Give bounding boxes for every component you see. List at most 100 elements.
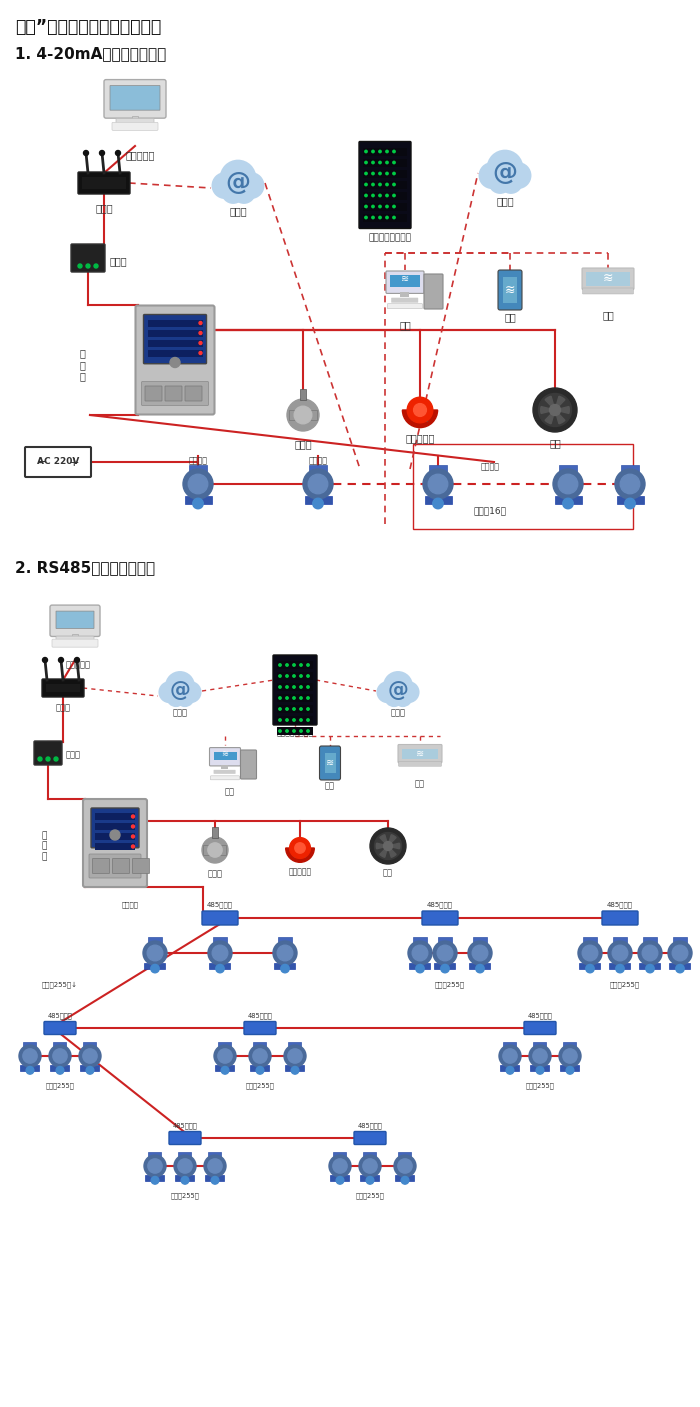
Circle shape (307, 719, 309, 722)
Bar (363, 214, 407, 221)
Circle shape (329, 1155, 351, 1178)
FancyBboxPatch shape (386, 272, 424, 294)
Wedge shape (555, 409, 565, 424)
FancyBboxPatch shape (78, 172, 130, 194)
Circle shape (293, 664, 295, 666)
Bar (253, 1041, 267, 1047)
Wedge shape (555, 397, 565, 409)
Text: 单机版电脑: 单机版电脑 (125, 151, 155, 160)
Circle shape (414, 404, 426, 416)
Circle shape (372, 162, 375, 163)
Circle shape (286, 685, 288, 688)
Circle shape (308, 474, 328, 494)
Circle shape (19, 1045, 41, 1067)
FancyBboxPatch shape (91, 808, 139, 848)
Circle shape (170, 357, 180, 367)
Circle shape (379, 172, 382, 174)
Circle shape (78, 265, 82, 267)
Text: 485中继器: 485中继器 (358, 1123, 382, 1128)
Circle shape (553, 469, 583, 499)
Bar (363, 148, 407, 156)
Circle shape (26, 1067, 34, 1074)
Bar (617, 497, 643, 504)
FancyBboxPatch shape (56, 611, 94, 629)
Text: 电脑: 电脑 (225, 787, 235, 796)
Circle shape (473, 946, 488, 961)
Circle shape (608, 941, 632, 965)
Bar (294, 848, 305, 857)
Circle shape (151, 1176, 159, 1185)
Circle shape (279, 730, 281, 732)
Text: 可连接16个: 可连接16个 (473, 507, 507, 515)
FancyBboxPatch shape (113, 858, 130, 874)
Text: 可连接255台: 可连接255台 (435, 981, 465, 988)
Text: 信号输出: 信号输出 (122, 902, 139, 908)
Circle shape (383, 671, 413, 701)
Text: 485中继器: 485中继器 (528, 1013, 552, 1019)
Circle shape (398, 1159, 412, 1173)
Circle shape (208, 1159, 222, 1173)
Bar (669, 962, 690, 968)
FancyBboxPatch shape (398, 744, 442, 763)
Circle shape (550, 404, 561, 415)
Circle shape (615, 469, 645, 499)
Circle shape (393, 172, 395, 174)
Text: 可连接255台: 可连接255台 (46, 1082, 74, 1089)
Bar (673, 937, 687, 944)
Circle shape (286, 664, 288, 666)
Circle shape (286, 696, 288, 699)
Circle shape (279, 708, 281, 711)
Circle shape (49, 1045, 71, 1067)
Bar (95, 813, 135, 820)
Bar (400, 293, 410, 297)
Circle shape (423, 469, 453, 499)
Circle shape (211, 172, 239, 198)
FancyBboxPatch shape (244, 1021, 276, 1034)
Bar (413, 937, 427, 944)
Text: 2. RS485信号连接系统图: 2. RS485信号连接系统图 (15, 560, 155, 575)
FancyBboxPatch shape (202, 910, 238, 924)
FancyBboxPatch shape (214, 770, 236, 774)
Circle shape (83, 151, 88, 156)
Circle shape (372, 183, 375, 186)
Circle shape (193, 498, 203, 509)
Bar (214, 751, 237, 760)
Circle shape (36, 456, 48, 467)
Circle shape (401, 1176, 409, 1185)
Circle shape (336, 1176, 344, 1185)
Text: 大众”系列带显示固定式检测仪: 大众”系列带显示固定式检测仪 (15, 18, 161, 37)
Circle shape (183, 469, 213, 499)
Circle shape (79, 1045, 101, 1067)
Text: 电磁阀: 电磁阀 (207, 870, 223, 878)
Bar (95, 843, 135, 850)
Bar (148, 329, 202, 336)
Text: ≋: ≋ (326, 758, 334, 768)
Circle shape (582, 946, 598, 961)
Circle shape (386, 183, 389, 186)
Bar (390, 274, 420, 287)
Circle shape (384, 688, 404, 708)
Circle shape (132, 834, 134, 839)
Circle shape (181, 1176, 189, 1185)
Circle shape (379, 183, 382, 186)
Text: 可连接255台↓: 可连接255台↓ (42, 981, 78, 988)
Bar (95, 823, 135, 830)
Text: 安帝尔网络服务器: 安帝尔网络服务器 (276, 727, 314, 737)
Circle shape (468, 941, 492, 965)
Circle shape (199, 332, 202, 335)
Circle shape (300, 696, 302, 699)
FancyBboxPatch shape (132, 858, 150, 874)
Wedge shape (286, 848, 314, 862)
Bar (363, 180, 407, 189)
Circle shape (359, 1155, 381, 1178)
Circle shape (279, 664, 281, 666)
Text: 路由器: 路由器 (55, 704, 71, 712)
Bar (579, 962, 600, 968)
Text: 485中继器: 485中继器 (173, 1123, 197, 1128)
Bar (473, 937, 486, 944)
Circle shape (293, 685, 295, 688)
Circle shape (578, 941, 602, 965)
Wedge shape (377, 843, 388, 848)
Circle shape (646, 964, 654, 972)
Text: 电磁阀: 电磁阀 (294, 439, 312, 449)
